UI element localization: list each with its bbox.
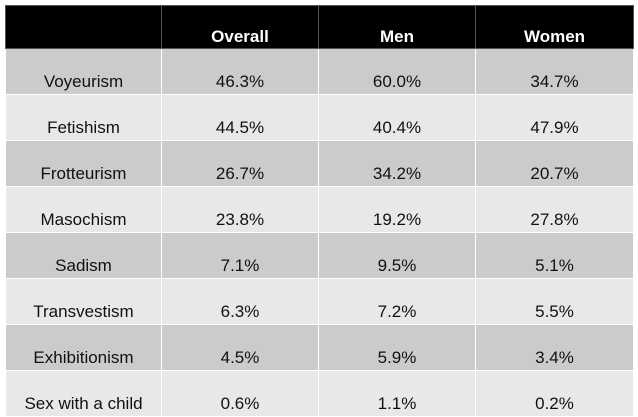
row-label: Fetishism bbox=[5, 94, 162, 141]
data-table-container: Overall Men Women Voyeurism 46.3% 60.0% … bbox=[5, 5, 634, 417]
men-cell: 7.2% bbox=[318, 278, 476, 325]
row-label: Sex with a child bbox=[5, 370, 162, 417]
header-cell-overall: Overall bbox=[161, 5, 319, 49]
men-cell: 9.5% bbox=[318, 232, 476, 279]
table-row: Exhibitionism 4.5% 5.9% 3.4% bbox=[5, 324, 634, 371]
overall-cell: 7.1% bbox=[161, 232, 319, 279]
table-header: Overall Men Women bbox=[5, 5, 634, 49]
header-row: Overall Men Women bbox=[5, 5, 634, 49]
table-row: Transvestism 6.3% 7.2% 5.5% bbox=[5, 278, 634, 325]
overall-cell: 6.3% bbox=[161, 278, 319, 325]
table-row: Voyeurism 46.3% 60.0% 34.7% bbox=[5, 48, 634, 95]
row-label: Frotteurism bbox=[5, 140, 162, 187]
table-row: Frotteurism 26.7% 34.2% 20.7% bbox=[5, 140, 634, 187]
header-cell-empty bbox=[5, 5, 162, 49]
header-cell-women: Women bbox=[475, 5, 634, 49]
overall-cell: 26.7% bbox=[161, 140, 319, 187]
women-cell: 5.5% bbox=[475, 278, 634, 325]
header-cell-men: Men bbox=[318, 5, 476, 49]
table-row: Fetishism 44.5% 40.4% 47.9% bbox=[5, 94, 634, 141]
men-cell: 40.4% bbox=[318, 94, 476, 141]
row-label: Masochism bbox=[5, 186, 162, 233]
data-table: Overall Men Women Voyeurism 46.3% 60.0% … bbox=[5, 5, 634, 417]
overall-cell: 23.8% bbox=[161, 186, 319, 233]
overall-cell: 0.6% bbox=[161, 370, 319, 417]
row-label: Exhibitionism bbox=[5, 324, 162, 371]
men-cell: 34.2% bbox=[318, 140, 476, 187]
table-row: Sadism 7.1% 9.5% 5.1% bbox=[5, 232, 634, 279]
overall-cell: 44.5% bbox=[161, 94, 319, 141]
men-cell: 60.0% bbox=[318, 48, 476, 95]
row-label: Transvestism bbox=[5, 278, 162, 325]
table-row: Masochism 23.8% 19.2% 27.8% bbox=[5, 186, 634, 233]
men-cell: 1.1% bbox=[318, 370, 476, 417]
overall-cell: 4.5% bbox=[161, 324, 319, 371]
table-body: Voyeurism 46.3% 60.0% 34.7% Fetishism 44… bbox=[5, 48, 634, 417]
table-row: Sex with a child 0.6% 1.1% 0.2% bbox=[5, 370, 634, 417]
women-cell: 0.2% bbox=[475, 370, 634, 417]
women-cell: 27.8% bbox=[475, 186, 634, 233]
women-cell: 47.9% bbox=[475, 94, 634, 141]
overall-cell: 46.3% bbox=[161, 48, 319, 95]
women-cell: 34.7% bbox=[475, 48, 634, 95]
women-cell: 5.1% bbox=[475, 232, 634, 279]
men-cell: 5.9% bbox=[318, 324, 476, 371]
women-cell: 3.4% bbox=[475, 324, 634, 371]
row-label: Sadism bbox=[5, 232, 162, 279]
women-cell: 20.7% bbox=[475, 140, 634, 187]
row-label: Voyeurism bbox=[5, 48, 162, 95]
men-cell: 19.2% bbox=[318, 186, 476, 233]
